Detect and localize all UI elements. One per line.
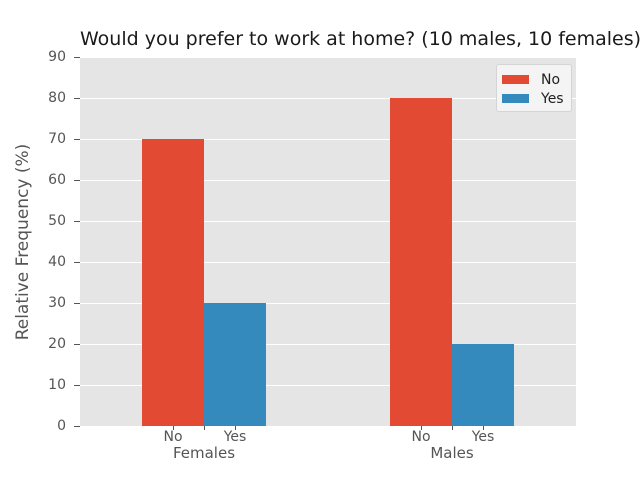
gridline-90 bbox=[80, 56, 576, 58]
bar-females-yes bbox=[204, 303, 266, 426]
x-tick-mark-females-1 bbox=[203, 426, 205, 430]
y-tick-label-80: 80 bbox=[48, 90, 66, 106]
x-tick-mark-females-2 bbox=[234, 426, 236, 430]
x-tick-label-males-yes: Yes bbox=[471, 429, 495, 445]
x-tick-label-females-yes: Yes bbox=[223, 429, 247, 445]
gridline-80 bbox=[80, 97, 576, 99]
y-tick-mark-60 bbox=[74, 179, 80, 181]
x-tick-mark-males-0 bbox=[420, 426, 422, 430]
y-tick-mark-10 bbox=[74, 384, 80, 386]
legend-swatch-yes bbox=[502, 94, 529, 103]
y-tick-label-20: 20 bbox=[48, 336, 66, 352]
y-tick-mark-70 bbox=[74, 138, 80, 140]
y-tick-mark-40 bbox=[74, 261, 80, 263]
y-tick-mark-50 bbox=[74, 220, 80, 222]
bar-males-no bbox=[390, 98, 452, 426]
x-tick-label-males-no: No bbox=[411, 429, 431, 445]
legend-label-yes: Yes bbox=[541, 90, 564, 107]
y-tick-mark-90 bbox=[74, 56, 80, 58]
gridline-40 bbox=[80, 261, 576, 263]
chart-title: Would you prefer to work at home? (10 ma… bbox=[80, 28, 640, 50]
gridline-30 bbox=[80, 302, 576, 304]
y-tick-label-30: 30 bbox=[48, 295, 66, 311]
gridline-20 bbox=[80, 343, 576, 345]
y-tick-label-60: 60 bbox=[48, 172, 66, 188]
y-tick-label-90: 90 bbox=[48, 49, 66, 65]
gridline-70 bbox=[80, 138, 576, 140]
x-tick-mark-females-0 bbox=[172, 426, 174, 430]
bar-females-no bbox=[142, 139, 204, 426]
group-label-females: Females bbox=[172, 444, 236, 462]
y-tick-label-70: 70 bbox=[48, 131, 66, 147]
y-tick-mark-30 bbox=[74, 302, 80, 304]
x-tick-label-females-no: No bbox=[163, 429, 183, 445]
y-tick-label-50: 50 bbox=[48, 213, 66, 229]
gridline-0 bbox=[80, 425, 576, 427]
y-tick-label-10: 10 bbox=[48, 377, 66, 393]
bar-males-yes bbox=[452, 344, 514, 426]
y-tick-mark-0 bbox=[74, 425, 80, 427]
legend: No Yes bbox=[496, 64, 572, 112]
y-tick-label-0: 0 bbox=[57, 418, 66, 434]
legend-entry-no: No bbox=[497, 70, 571, 89]
y-tick-label-40: 40 bbox=[48, 254, 66, 270]
group-label-males: Males bbox=[430, 444, 474, 462]
y-tick-mark-20 bbox=[74, 343, 80, 345]
gridline-10 bbox=[80, 384, 576, 386]
plot-area: No Yes bbox=[80, 56, 576, 427]
y-tick-mark-80 bbox=[74, 97, 80, 99]
x-tick-mark-males-1 bbox=[451, 426, 453, 430]
gridline-60 bbox=[80, 179, 576, 181]
gridline-50 bbox=[80, 220, 576, 222]
legend-label-no: No bbox=[541, 71, 561, 88]
legend-swatch-no bbox=[502, 75, 529, 84]
x-tick-mark-males-2 bbox=[482, 426, 484, 430]
legend-entry-yes: Yes bbox=[497, 89, 571, 108]
